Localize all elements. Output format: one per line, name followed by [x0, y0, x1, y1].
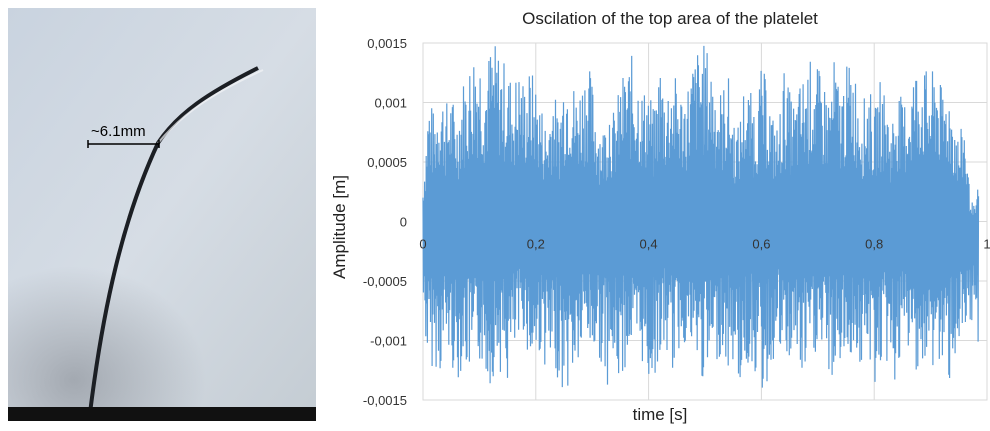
y-tick-labels: 0,0015 0,001 0,0005 0 -0,0005 -0,001 -0,0015	[363, 36, 407, 408]
y-tick-label: 0,001	[374, 96, 407, 111]
x-tick-label: 1	[983, 237, 990, 252]
y-tick-label: -0,0015	[363, 393, 407, 408]
chart-title: Oscilation of the top area of the platel…	[522, 9, 818, 28]
y-tick-label: -0,0005	[363, 274, 407, 289]
chart-svg: Oscilation of the top area of the platel…	[330, 9, 990, 424]
x-tick-label: 0,2	[527, 237, 545, 252]
oscillation-chart: Oscilation of the top area of the platel…	[325, 0, 990, 426]
platelet-photo-image: ~6.1mm	[8, 8, 316, 421]
base-clamp	[8, 407, 316, 421]
y-tick-label: 0,0005	[367, 155, 407, 170]
y-axis-label: Amplitude [m]	[330, 175, 349, 279]
x-tick-label: 0	[419, 237, 426, 252]
platelet	[88, 66, 259, 414]
platelet-photo: ~6.1mm	[8, 8, 316, 421]
x-tick-label: 0,6	[752, 237, 770, 252]
measurement-label: ~6.1mm	[91, 123, 146, 140]
x-tick-labels: 0 0,2 0,4 0,6 0,8 1	[419, 237, 990, 252]
x-axis-label: time [s]	[633, 405, 688, 424]
y-tick-label: 0,0015	[367, 36, 407, 51]
y-tick-label: -0,001	[370, 334, 407, 349]
platelet-highlight	[157, 69, 264, 144]
chart-series	[422, 45, 980, 388]
x-tick-label: 0,4	[640, 237, 658, 252]
series-line	[422, 45, 980, 388]
x-tick-label: 0,8	[865, 237, 883, 252]
y-tick-label: 0	[400, 215, 407, 230]
